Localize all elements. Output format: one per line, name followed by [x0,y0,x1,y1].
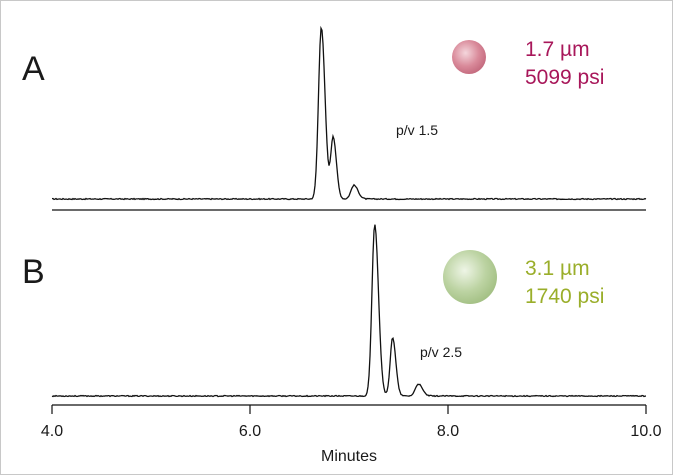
panel-a: A 1.7 µm 5099 psi p/v 1.5 [22,25,647,211]
particle-b-bead [443,250,497,304]
annotation-b: p/v 2.5 [420,344,462,360]
panel-b: B 3.1 µm 1740 psi p/v 2.5 [22,224,647,398]
particle-a-size: 1.7 µm [525,38,590,61]
trace-b-line [51,224,647,398]
panel-b-label: B [22,253,45,291]
annotation-a: p/v 1.5 [396,122,438,138]
x-axis-label: Minutes [321,448,377,465]
x-tick-label: 6.0 [239,423,261,440]
x-tick-label: 10.0 [630,423,661,440]
x-tick-label: 8.0 [437,423,459,440]
particle-b-size: 3.1 µm [525,257,590,280]
panel-a-label: A [22,50,45,88]
trace-a-line [51,25,647,201]
x-axis: Minutes 4.0 6.0 8.0 10.0 [41,404,662,465]
x-tick-label: 4.0 [41,423,63,440]
particle-a-pressure: 5099 psi [525,66,604,89]
particle-b-pressure: 1740 psi [525,285,604,308]
particle-a-bead [452,40,486,74]
